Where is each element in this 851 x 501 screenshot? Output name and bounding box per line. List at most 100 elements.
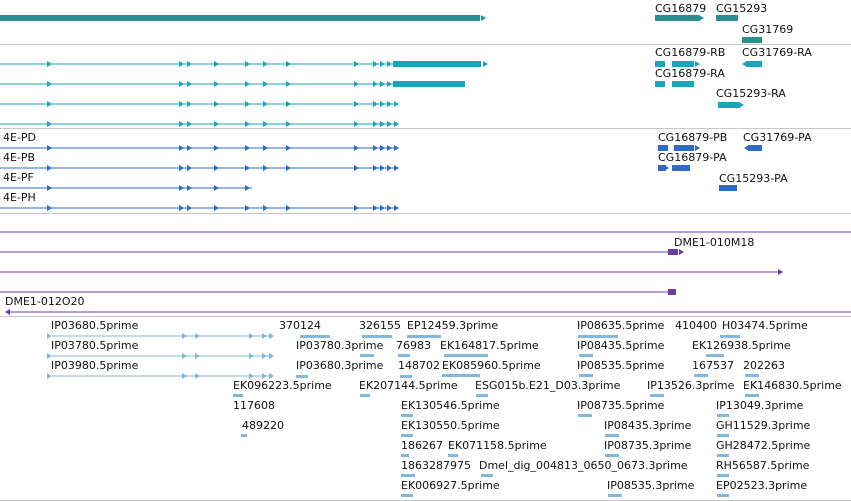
strand-arrow[interactable] bbox=[182, 373, 187, 379]
est-label[interactable]: ESG015b.E21_D03.3prime bbox=[475, 379, 621, 392]
est-block[interactable] bbox=[401, 434, 413, 437]
est-label[interactable]: 370124 bbox=[279, 319, 321, 332]
strand-arrow[interactable] bbox=[286, 121, 291, 127]
est-label[interactable]: EK146830.5prime bbox=[743, 379, 842, 392]
gene-block[interactable] bbox=[655, 15, 699, 21]
est-block[interactable] bbox=[481, 474, 493, 477]
est-block[interactable] bbox=[579, 354, 593, 357]
strand-arrow[interactable] bbox=[380, 81, 385, 87]
strand-arrow[interactable] bbox=[214, 205, 219, 211]
est-block[interactable] bbox=[717, 494, 729, 497]
est-label[interactable]: IP03980.5prime bbox=[51, 359, 139, 372]
est-label[interactable]: EK164817.5prime bbox=[440, 339, 539, 352]
est-label[interactable]: IP13049.3prime bbox=[716, 399, 804, 412]
est-label[interactable]: 117608 bbox=[233, 399, 275, 412]
est-block[interactable] bbox=[608, 494, 622, 497]
strand-arrow[interactable] bbox=[182, 353, 187, 359]
strand-arrow[interactable] bbox=[387, 205, 392, 211]
est-block[interactable] bbox=[360, 394, 370, 397]
strand-arrow[interactable] bbox=[47, 165, 52, 171]
strand-arrow[interactable] bbox=[269, 373, 274, 379]
clone-block[interactable] bbox=[668, 289, 676, 295]
strand-arrow[interactable] bbox=[286, 205, 291, 211]
translation-label[interactable]: 4E-PB bbox=[3, 151, 36, 164]
est-label[interactable]: EP02523.3prime bbox=[716, 479, 808, 492]
strand-arrow[interactable] bbox=[373, 101, 378, 107]
est-block[interactable] bbox=[650, 394, 664, 397]
strand-arrow[interactable] bbox=[187, 121, 192, 127]
translation-label[interactable]: 4E-PD bbox=[3, 131, 37, 144]
strand-arrow[interactable] bbox=[394, 121, 399, 127]
est-label[interactable]: EK085960.5prime bbox=[442, 359, 541, 372]
strand-arrow[interactable] bbox=[249, 373, 254, 379]
est-label[interactable]: IP08635.5prime bbox=[577, 319, 665, 332]
est-label[interactable]: IP13526.3prime bbox=[647, 379, 735, 392]
est-label[interactable]: IP08735.5prime bbox=[577, 399, 665, 412]
gene-block[interactable] bbox=[742, 37, 762, 43]
est-label[interactable]: IP03780.3prime bbox=[296, 339, 384, 352]
strand-arrow[interactable] bbox=[373, 121, 378, 127]
strand-arrow[interactable] bbox=[47, 333, 52, 339]
strand-arrow[interactable] bbox=[214, 101, 219, 107]
strand-arrow[interactable] bbox=[739, 102, 744, 108]
strand-arrow[interactable] bbox=[481, 15, 486, 21]
strand-arrow[interactable] bbox=[187, 61, 192, 67]
exon-block[interactable] bbox=[672, 81, 694, 87]
strand-arrow[interactable] bbox=[354, 145, 359, 151]
gene-label[interactable]: CG31769 bbox=[742, 23, 794, 36]
strand-arrow[interactable] bbox=[263, 145, 268, 151]
est-label[interactable]: 410400 bbox=[675, 319, 717, 332]
est-label[interactable]: Dmel_dig_004813_0650_0673.3prime bbox=[479, 459, 688, 472]
strand-arrow[interactable] bbox=[249, 333, 254, 339]
est-block[interactable] bbox=[694, 374, 708, 377]
est-block[interactable] bbox=[448, 454, 458, 457]
strand-arrow[interactable] bbox=[679, 249, 684, 255]
est-label[interactable]: EK130550.5prime bbox=[401, 419, 500, 432]
est-label[interactable]: IP08735.3prime bbox=[604, 439, 692, 452]
strand-arrow[interactable] bbox=[380, 101, 385, 107]
est-block[interactable] bbox=[745, 374, 759, 377]
exon-block[interactable] bbox=[393, 61, 481, 67]
strand-arrow[interactable] bbox=[373, 61, 378, 67]
est-label[interactable]: IP03680.3prime bbox=[296, 359, 384, 372]
strand-arrow[interactable] bbox=[214, 165, 219, 171]
transcript-label[interactable]: CG16879-RA bbox=[655, 67, 725, 80]
translation-label[interactable]: 4E-PF bbox=[3, 171, 34, 184]
exon-block[interactable] bbox=[658, 165, 666, 171]
strand-arrow[interactable] bbox=[195, 353, 200, 359]
strand-arrow[interactable] bbox=[373, 165, 378, 171]
strand-arrow[interactable] bbox=[354, 121, 359, 127]
strand-arrow[interactable] bbox=[214, 61, 219, 67]
strand-arrow[interactable] bbox=[380, 121, 385, 127]
est-label[interactable]: GH28472.5prime bbox=[716, 439, 811, 452]
exon-block[interactable] bbox=[674, 145, 694, 151]
est-block[interactable] bbox=[706, 354, 724, 357]
est-label[interactable]: GH11529.3prime bbox=[716, 419, 811, 432]
est-block[interactable] bbox=[401, 454, 409, 457]
est-label[interactable]: EK071158.5prime bbox=[448, 439, 547, 452]
strand-arrow[interactable] bbox=[47, 121, 52, 127]
gene-block[interactable] bbox=[716, 15, 738, 21]
strand-arrow[interactable] bbox=[245, 185, 250, 191]
est-label[interactable]: IP03780.5prime bbox=[51, 339, 139, 352]
strand-arrow[interactable] bbox=[47, 81, 52, 87]
strand-arrow[interactable] bbox=[373, 145, 378, 151]
est-block[interactable] bbox=[717, 434, 729, 437]
strand-arrow[interactable] bbox=[263, 81, 268, 87]
strand-arrow[interactable] bbox=[179, 81, 184, 87]
strand-arrow[interactable] bbox=[179, 145, 184, 151]
strand-arrow[interactable] bbox=[286, 81, 291, 87]
strand-arrow[interactable] bbox=[286, 145, 291, 151]
strand-arrow[interactable] bbox=[179, 185, 184, 191]
strand-arrow[interactable] bbox=[394, 165, 399, 171]
est-block[interactable] bbox=[717, 474, 729, 477]
est-label[interactable]: IP08535.3prime bbox=[607, 479, 695, 492]
strand-arrow[interactable] bbox=[245, 145, 250, 151]
strand-arrow[interactable] bbox=[187, 101, 192, 107]
strand-arrow[interactable] bbox=[263, 61, 268, 67]
translation-label[interactable]: CG16879-PB bbox=[658, 131, 728, 144]
strand-arrow[interactable] bbox=[387, 121, 392, 127]
exon-block[interactable] bbox=[718, 102, 740, 108]
strand-arrow[interactable] bbox=[262, 333, 267, 339]
transcript-label[interactable]: CG15293-RA bbox=[716, 87, 786, 100]
